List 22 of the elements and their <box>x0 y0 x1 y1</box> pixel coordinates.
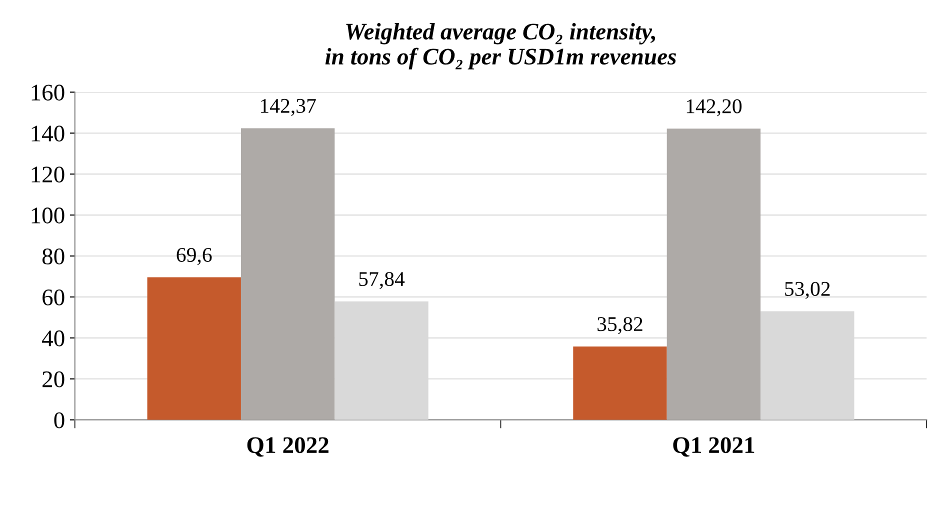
y-tick-label: 160 <box>32 84 64 101</box>
chart-title: Weighted average CO₂ intensity, in tons of CO₂ per USD1m revenues <box>325 22 676 70</box>
bar <box>240 128 335 420</box>
y-tick-label: 40 <box>42 330 64 346</box>
bar <box>666 128 761 420</box>
x-tick-label: Q1 2022 <box>247 437 328 457</box>
bar <box>573 346 667 420</box>
bar <box>147 277 241 420</box>
x-tick-label: Q1 2021 <box>673 437 754 457</box>
y-tick-label: 60 <box>42 289 64 306</box>
y-tick-label: 0 <box>54 412 64 428</box>
data-label: 142,37 <box>261 98 316 116</box>
y-tick-label: 100 <box>32 208 64 224</box>
y-tick-label: 120 <box>32 166 64 183</box>
y-tick-label: 20 <box>42 371 64 388</box>
y-tick-label: 80 <box>42 248 64 264</box>
data-label: 142,20 <box>686 99 742 116</box>
data-label: 35,82 <box>598 317 642 334</box>
y-tick-label: 140 <box>32 126 64 142</box>
data-label: 69,6 <box>176 248 212 265</box>
data-label: 57,84 <box>359 272 405 290</box>
data-label: 53,02 <box>785 282 830 299</box>
